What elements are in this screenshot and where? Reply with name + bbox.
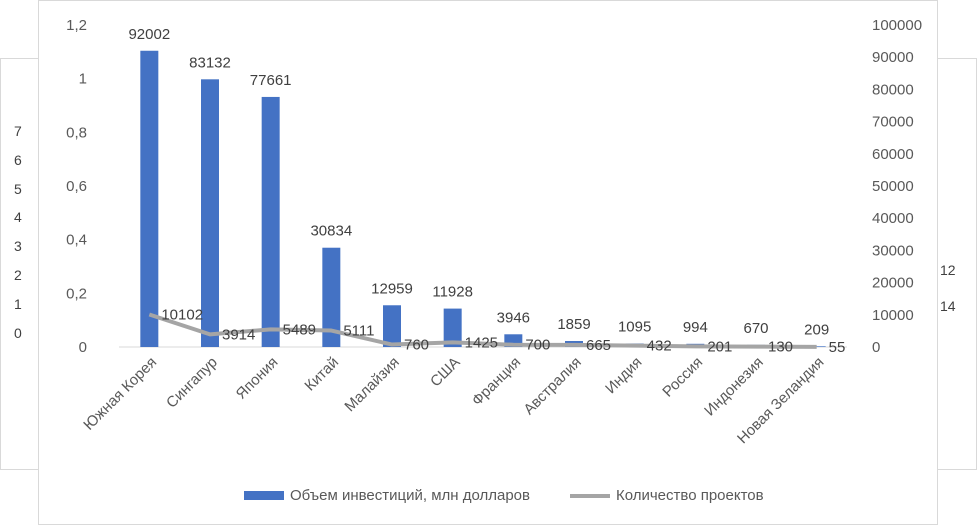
line-data-label: 10102 <box>161 306 203 323</box>
background-left-tick: 7 <box>14 123 22 139</box>
bar-data-label: 1095 <box>618 318 651 335</box>
line-data-label: 1425 <box>465 334 498 351</box>
left-axis-tick: 1,2 <box>66 17 87 34</box>
right-axis-tick: 0 <box>872 339 880 356</box>
legend-label-investment: Объем инвестиций, млн долларов <box>290 487 530 504</box>
bar-data-label: 1859 <box>557 316 590 333</box>
category-label: Япония <box>233 354 282 403</box>
bar <box>261 96 280 347</box>
background-right-tick: 12 <box>940 262 956 278</box>
chart-legend: Объем инвестиций, млн долларов Количеств… <box>244 487 764 504</box>
category-label: Индонезия <box>701 354 767 420</box>
legend-item-investment: Объем инвестиций, млн долларов <box>244 487 530 504</box>
chart-area: 0 0,2 0,4 0,6 0,8 1 1,2 0 10000 20000 30000 40000 50… <box>38 0 938 525</box>
right-axis-tick: 10000 <box>872 307 914 324</box>
line-data-label: 5489 <box>283 321 316 338</box>
bar-data-label: 77661 <box>250 72 292 89</box>
right-axis-tick: 20000 <box>872 275 914 292</box>
right-axis-tick: 100000 <box>872 17 922 34</box>
bar-data-label: 83132 <box>189 54 231 71</box>
category-label: Малайзия <box>341 354 402 415</box>
bar-data-label: 209 <box>804 321 829 338</box>
background-left-tick: 2 <box>14 267 22 283</box>
line-series <box>148 312 817 349</box>
line-data-label: 432 <box>647 338 672 355</box>
bar <box>322 247 341 347</box>
background-right-tick: 14 <box>940 298 956 314</box>
line-data-label: 3914 <box>222 326 255 343</box>
right-axis-tick: 60000 <box>872 146 914 163</box>
line-data-label: 665 <box>586 337 611 354</box>
combo-chart: 0 0,2 0,4 0,6 0,8 1 1,2 0 10000 20000 30000 40000 50… <box>66 17 922 447</box>
line-data-label: 700 <box>525 337 550 354</box>
bar <box>443 308 462 347</box>
line-data-label: 201 <box>707 338 732 355</box>
legend-swatch-bar <box>244 491 284 500</box>
legend-swatch-line <box>569 493 610 498</box>
background-left-tick: 4 <box>14 209 22 226</box>
category-label: Австралия <box>520 354 584 418</box>
line-data-label: 130 <box>768 339 793 356</box>
bar-data-label: 994 <box>683 319 708 336</box>
bar-data-label: 12959 <box>371 280 413 297</box>
line-data-label: 55 <box>829 339 846 356</box>
bar-data-label: 11928 <box>432 284 473 301</box>
line-data-label: 760 <box>404 337 429 354</box>
bar-data-label: 30834 <box>310 223 352 240</box>
right-axis-tick: 40000 <box>872 210 914 227</box>
background-left-tick: 6 <box>14 151 22 168</box>
bar-data-label: 3946 <box>497 309 530 326</box>
background-left-tick: 5 <box>14 180 22 197</box>
category-label: Сингапур <box>163 354 221 412</box>
category-label: Франция <box>469 354 524 409</box>
left-axis-tick: 1 <box>79 71 87 88</box>
right-axis-tick: 30000 <box>872 242 914 259</box>
bar <box>140 50 159 347</box>
right-axis-tick: 90000 <box>872 49 914 66</box>
left-axis-tick: 0,4 <box>66 232 87 249</box>
left-axis-tick: 0,2 <box>66 285 87 302</box>
bar-data-label: 670 <box>743 320 768 337</box>
bar <box>201 79 219 348</box>
legend-item-projects: Количество проектов <box>569 487 764 504</box>
bar <box>383 305 401 347</box>
category-label: Россия <box>659 354 706 401</box>
background-left-tick: 0 <box>14 324 22 341</box>
category-label: США <box>427 354 463 390</box>
left-axis-tick: 0 <box>79 339 87 356</box>
background-left-tick: 3 <box>14 238 22 255</box>
right-axis-tick: 80000 <box>872 81 914 98</box>
left-axis-tick: 0,8 <box>66 124 87 141</box>
right-axis-tick: 50000 <box>872 178 914 195</box>
right-axis-tick: 70000 <box>872 114 914 131</box>
left-axis-tick: 0,6 <box>66 178 87 195</box>
category-label: Индия <box>602 354 645 397</box>
bar-data-label: 92002 <box>128 26 170 43</box>
line-data-label: 5111 <box>343 323 374 340</box>
legend-label-projects: Количество проектов <box>615 487 764 504</box>
background-left-tick: 1 <box>14 295 22 312</box>
category-label: Южная Корея <box>80 354 160 434</box>
category-label: Китай <box>301 354 342 395</box>
